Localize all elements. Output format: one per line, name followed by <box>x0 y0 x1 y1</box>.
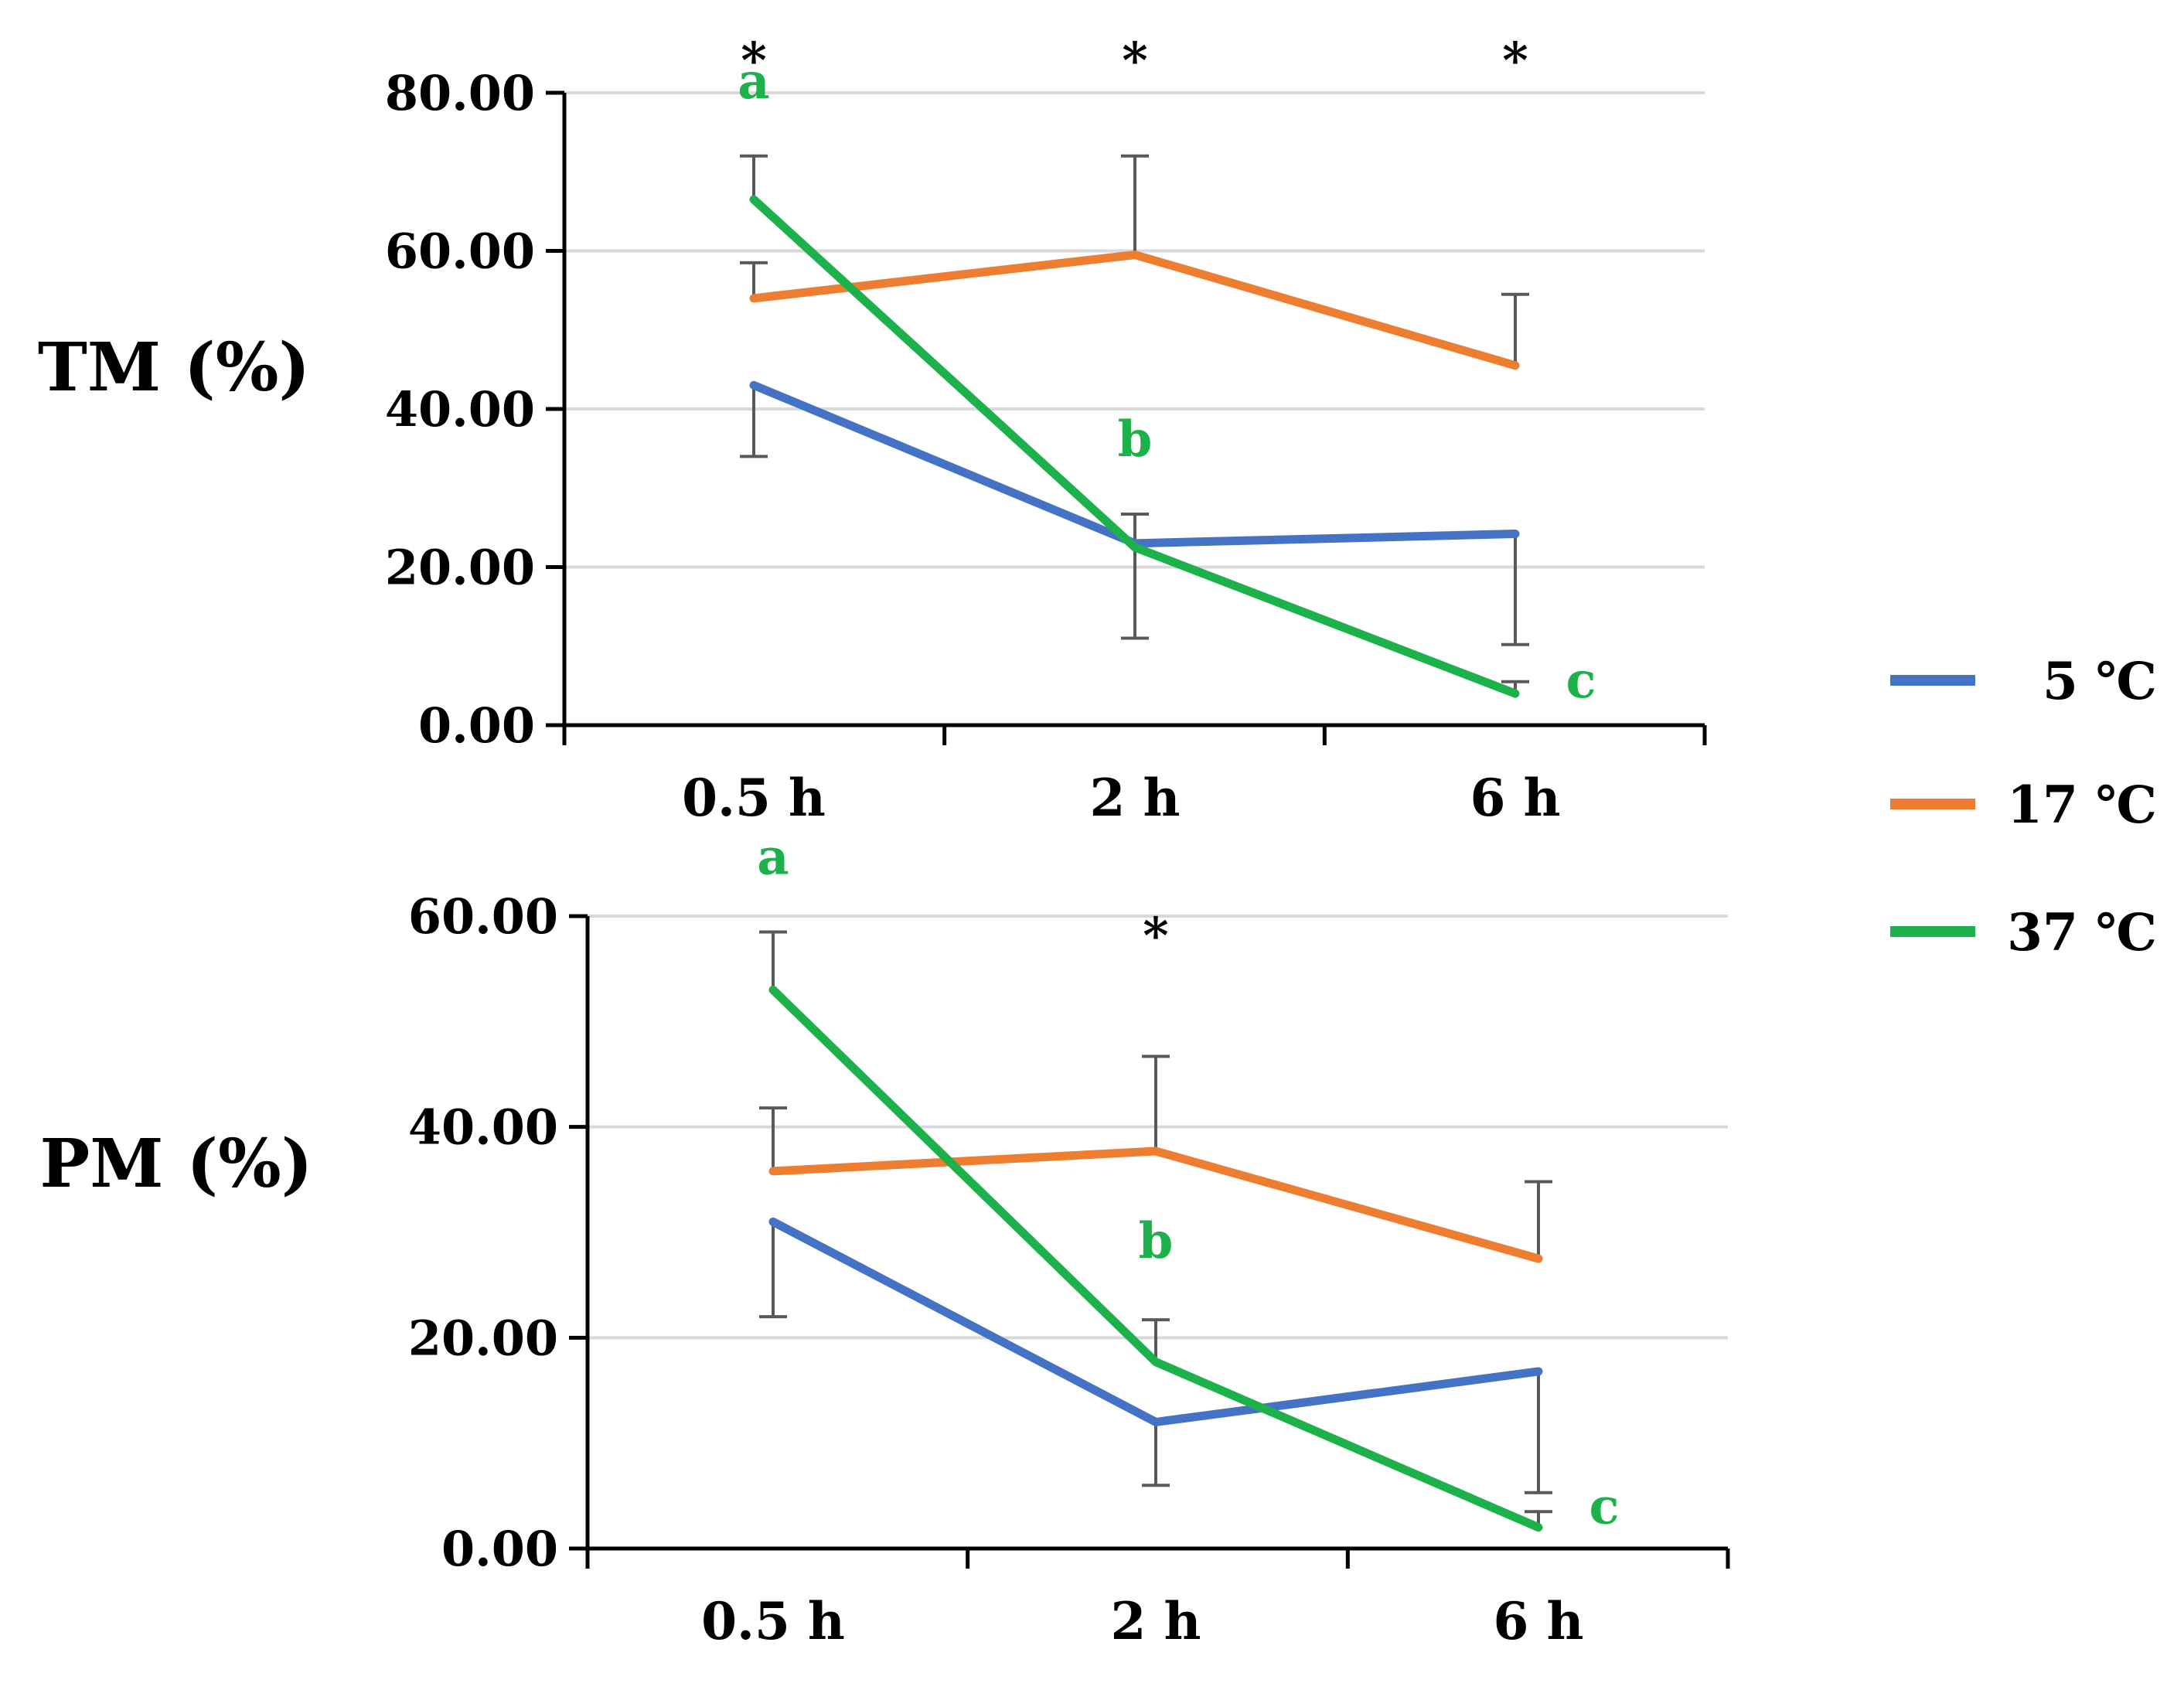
y-axis-label: TM (%) <box>38 329 310 407</box>
legend-label: 5 ℃ <box>2043 651 2157 711</box>
group-letter: c <box>1589 1478 1620 1536</box>
series-line-17C <box>768 1147 1543 1263</box>
y-axis-label: PM (%) <box>40 1125 313 1203</box>
y-tick-label: 60.00 <box>408 888 558 945</box>
y-tick-label: 20.00 <box>385 540 535 596</box>
group-letter: c <box>1566 652 1596 710</box>
y-tick-label: 40.00 <box>385 381 535 438</box>
x-tick-label: 0.5 h <box>682 768 826 828</box>
x-tick-label: 2 h <box>1111 1591 1201 1651</box>
series-line-37C <box>749 195 1520 698</box>
group-letter: b <box>1118 411 1153 468</box>
significance-marker: * <box>1122 32 1147 90</box>
y-tick-label: 0.00 <box>441 1521 558 1577</box>
tm-chart: 0.00 20.00 40.00 60.00 80.00 0.5 h 2 h 6 h TM (%… <box>38 32 1707 828</box>
group-letter: a <box>738 53 769 111</box>
x-tick-label: 6 h <box>1494 1591 1584 1651</box>
y-tick-label: 20.00 <box>408 1310 558 1366</box>
significance-marker: * <box>741 32 766 90</box>
y-tick-label: 80.00 <box>385 65 535 121</box>
series-line-17C <box>749 250 1520 370</box>
legend-label: 37 ℃ <box>2007 902 2157 963</box>
group-letter: b <box>1139 1212 1174 1270</box>
significance-marker: * <box>1502 32 1528 90</box>
x-tick-label: 6 h <box>1470 768 1561 828</box>
significance-marker: * <box>1143 907 1168 965</box>
legend: 5 ℃ 17 ℃ 37 ℃ <box>1890 651 2157 963</box>
y-tick-label: 0.00 <box>418 697 535 754</box>
y-tick-label: 40.00 <box>408 1099 558 1156</box>
legend-label: 17 ℃ <box>2007 775 2157 835</box>
pm-chart: 0.00 20.00 40.00 60.00 0.5 h 2 h 6 h PM (%) * a b c <box>40 828 1730 1651</box>
y-tick-label: 60.00 <box>385 223 535 280</box>
group-letter: a <box>757 828 789 886</box>
x-tick-label: 2 h <box>1090 768 1181 828</box>
series-line-37C <box>768 985 1543 1532</box>
series-line-5C <box>768 1217 1543 1426</box>
x-tick-label: 0.5 h <box>701 1591 845 1651</box>
